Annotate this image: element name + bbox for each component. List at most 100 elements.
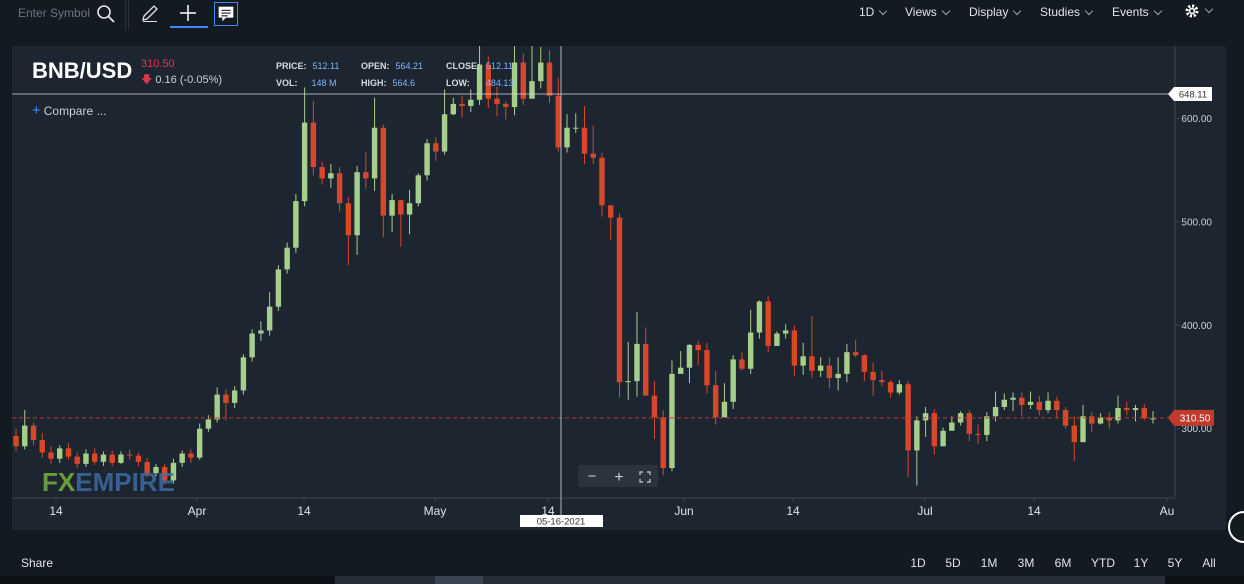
zoom-controls-bg [578, 465, 658, 487]
candle [809, 315, 815, 379]
candle-body [494, 98, 500, 104]
candle [616, 213, 623, 398]
range-button-5y[interactable]: 5Y [1167, 556, 1183, 570]
candle-body [205, 419, 212, 429]
fullscreen-icon[interactable] [639, 471, 651, 483]
scroll-track[interactable] [335, 576, 1165, 584]
search-icon[interactable] [96, 4, 116, 24]
candle [354, 165, 360, 255]
menu-views[interactable]: Views [905, 5, 951, 19]
menu-display[interactable]: Display [969, 5, 1022, 19]
candle-body [651, 395, 658, 418]
candle-body [765, 301, 771, 346]
range-button-1d[interactable]: 1D [910, 556, 926, 570]
edge-widget-icon [1228, 511, 1244, 543]
y-tick-label: 400.00 [1181, 321, 1212, 332]
scroll-thumb[interactable] [435, 576, 483, 584]
candle-body [914, 420, 920, 451]
candle-body [196, 428, 203, 458]
candle-body [660, 417, 666, 469]
range-button-5d[interactable]: 5D [945, 556, 961, 570]
y-tick-label: 300.00 [1181, 424, 1212, 435]
candle [188, 449, 194, 463]
candle [1036, 395, 1043, 416]
candle-body [468, 99, 474, 106]
share-button[interactable]: Share [21, 556, 54, 570]
zoom-out-button[interactable]: − [588, 468, 597, 485]
candle-body [57, 448, 63, 459]
candle-body [599, 157, 605, 206]
candle-body [852, 352, 859, 356]
menu-events[interactable]: Events [1112, 5, 1162, 19]
compare-button[interactable]: + Compare ... [32, 102, 107, 119]
candle [747, 309, 754, 374]
candle-body [686, 344, 693, 368]
candle [905, 381, 911, 478]
candle [214, 387, 220, 423]
candle [643, 327, 649, 396]
candle-body [1071, 425, 1077, 443]
candle-body [371, 127, 378, 179]
candle [721, 383, 728, 418]
draw-tool-button[interactable] [132, 0, 166, 28]
candle-body [293, 201, 299, 248]
candle [57, 445, 63, 463]
timeline-scrollbar[interactable] [0, 576, 1244, 584]
candle-body [441, 114, 448, 152]
candle-body [975, 433, 981, 435]
range-button-1y[interactable]: 1Y [1133, 556, 1149, 570]
zoom-in-button[interactable]: + [614, 469, 623, 486]
candle-body [616, 217, 623, 383]
logo-empire: EMPIRE [75, 467, 175, 497]
settings-menu[interactable] [1184, 3, 1214, 19]
arrow-down-icon: 🡇 [141, 74, 153, 86]
candle [739, 352, 745, 371]
candle-body [581, 127, 588, 154]
candle-body [503, 103, 509, 108]
candle-body [118, 454, 124, 463]
candle [424, 139, 430, 181]
candle-body [695, 344, 701, 351]
range-button-6m[interactable]: 6M [1054, 556, 1072, 570]
divider [125, 0, 126, 30]
search-input[interactable]: Enter Symbol [18, 6, 91, 20]
candle-body [800, 356, 806, 366]
candle-body [1097, 417, 1104, 424]
candle [1080, 404, 1086, 443]
candle-body [1045, 400, 1051, 411]
candle-body [476, 64, 483, 100]
candle [310, 100, 317, 176]
candle-body [214, 394, 220, 420]
crosshair-tool-button[interactable] [170, 0, 208, 28]
candle [476, 46, 483, 105]
x-tick-label: Apr [188, 504, 207, 518]
range-button-all[interactable]: All [1202, 556, 1216, 570]
candle [30, 422, 37, 446]
divider [128, 0, 129, 30]
candle [380, 124, 387, 238]
candle-body [643, 343, 649, 396]
crosshair-date-label: 05-16-2021 [537, 517, 586, 528]
candle [398, 200, 404, 247]
range-button-ytd[interactable]: YTD [1091, 556, 1115, 570]
candle [1106, 412, 1112, 429]
candle-body [231, 390, 238, 403]
symbol-search[interactable]: Enter Symbol [0, 0, 125, 28]
candle [1010, 392, 1016, 412]
price-change: 🡇 0.16 (-0.05%) [141, 74, 223, 86]
ohlc-volume: VOL: 148 M [276, 78, 337, 88]
candle-body [730, 359, 736, 402]
range-button-3m[interactable]: 3M [1017, 556, 1035, 570]
range-button-1m[interactable]: 1M [980, 556, 998, 570]
candle [1054, 396, 1060, 419]
candle [179, 450, 185, 467]
candle [389, 193, 395, 233]
candle-body [39, 440, 45, 453]
candle [966, 410, 973, 442]
annotation-tool-button[interactable] [209, 0, 243, 28]
menu-studies[interactable]: Studies [1040, 5, 1094, 19]
menu-interval[interactable]: 1D [859, 5, 888, 19]
candle-body [485, 64, 492, 99]
